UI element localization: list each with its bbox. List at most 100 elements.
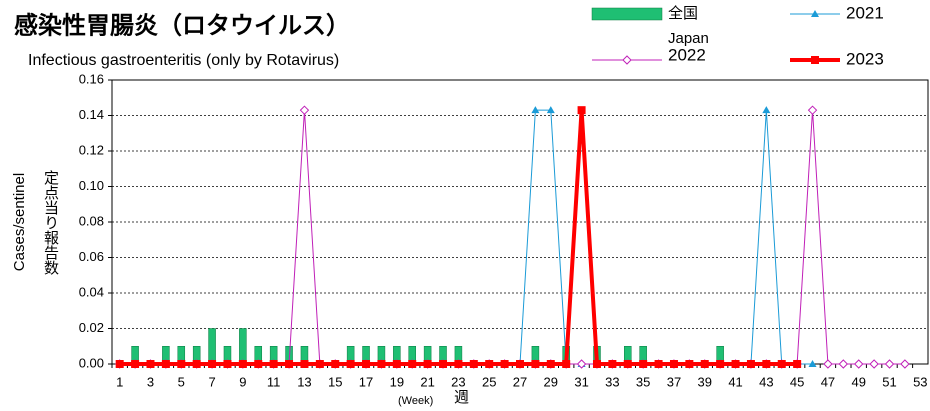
y-tick-label: 0.00 <box>79 355 104 370</box>
marker <box>299 105 310 115</box>
marker <box>854 359 864 369</box>
marker <box>900 359 910 369</box>
y-tick-label: 0.16 <box>79 71 104 86</box>
marker <box>807 105 818 115</box>
legend-marker <box>811 10 819 17</box>
x-tick-label: 15 <box>328 374 342 389</box>
marker <box>654 360 663 368</box>
x-tick-label: 41 <box>728 374 742 389</box>
marker <box>362 360 371 368</box>
marker <box>285 360 294 368</box>
marker <box>454 360 463 368</box>
line <box>119 110 798 366</box>
bar <box>239 328 247 365</box>
marker <box>716 360 725 368</box>
marker <box>700 360 709 368</box>
marker <box>546 106 555 114</box>
y-tick-label: 0.02 <box>79 320 104 335</box>
marker <box>762 106 771 114</box>
x-tick-label: 47 <box>821 374 835 389</box>
marker <box>300 360 309 368</box>
x-tick-label: 49 <box>851 374 865 389</box>
marker <box>208 360 217 368</box>
marker <box>469 360 478 368</box>
marker <box>546 360 555 368</box>
marker <box>669 360 678 368</box>
x-tick-label: 45 <box>790 374 804 389</box>
legend-label: 2023 <box>846 49 884 68</box>
x-tick-label: 51 <box>882 374 896 389</box>
marker <box>192 360 201 368</box>
x-tick-label: 7 <box>208 374 215 389</box>
x-axis-label: (Week) <box>398 395 433 407</box>
x-tick-label: 1 <box>116 374 123 389</box>
line <box>119 109 813 365</box>
marker <box>746 360 755 368</box>
chart-subtitle: Infectious gastroenteritis (only by Rota… <box>28 52 339 69</box>
y-tick-label: 0.04 <box>79 284 104 299</box>
marker <box>608 360 617 368</box>
legend-label: 2022 <box>668 45 706 64</box>
legend-label: 2021 <box>846 3 884 22</box>
marker <box>685 360 694 368</box>
marker <box>223 360 232 368</box>
marker <box>793 360 802 368</box>
x-tick-label: 25 <box>482 374 496 389</box>
x-tick-label: 35 <box>636 374 650 389</box>
marker <box>254 360 263 368</box>
marker <box>331 360 340 368</box>
marker <box>576 359 587 369</box>
marker <box>592 360 601 368</box>
x-tick-label: 27 <box>513 374 527 389</box>
y-tick-label: 0.08 <box>79 213 104 228</box>
marker <box>808 360 817 367</box>
x-tick-label: 31 <box>574 374 588 389</box>
x-tick-label: 11 <box>267 374 281 389</box>
marker <box>562 360 571 368</box>
y-axis-label-ja-text: 定点当り報告数 <box>42 170 59 275</box>
legend-swatch <box>591 7 663 21</box>
marker <box>731 360 740 368</box>
x-tick-label: 39 <box>698 374 712 389</box>
marker <box>531 106 540 114</box>
x-tick-label: 37 <box>667 374 681 389</box>
marker <box>439 360 448 368</box>
y-tick-label: 0.12 <box>79 142 104 157</box>
x-axis-label-ja: 週 <box>454 389 469 406</box>
x-tick-label: 21 <box>420 374 434 389</box>
marker <box>777 360 786 368</box>
marker <box>346 360 355 368</box>
legend-marker <box>811 56 819 64</box>
marker <box>485 360 494 368</box>
x-tick-label: 13 <box>297 374 311 389</box>
marker <box>500 360 509 368</box>
y-tick-label: 0.10 <box>79 178 104 193</box>
marker <box>639 360 648 368</box>
x-tick-label: 5 <box>178 374 185 389</box>
marker <box>531 360 540 368</box>
legend-label: Japan <box>668 30 709 47</box>
y-axis-label-ja: 定点当り報告数 <box>42 170 59 275</box>
marker <box>823 359 833 369</box>
marker <box>146 360 155 368</box>
marker <box>869 359 879 369</box>
marker <box>423 360 432 368</box>
x-tick-label: 43 <box>759 374 773 389</box>
x-tick-label: 3 <box>147 374 154 389</box>
marker <box>161 360 170 368</box>
marker <box>884 359 895 369</box>
marker <box>577 106 586 115</box>
marker <box>408 360 417 368</box>
x-tick-label: 33 <box>605 374 619 389</box>
marker <box>115 360 124 368</box>
bar <box>208 328 216 365</box>
x-tick-label: 9 <box>239 374 246 389</box>
marker <box>177 360 186 368</box>
marker <box>623 360 632 368</box>
x-tick-label: 17 <box>359 374 373 389</box>
marker <box>238 360 247 368</box>
marker <box>838 359 849 369</box>
x-tick-label: 19 <box>390 374 404 389</box>
y-axis-label: Cases/sentinel <box>11 173 28 271</box>
